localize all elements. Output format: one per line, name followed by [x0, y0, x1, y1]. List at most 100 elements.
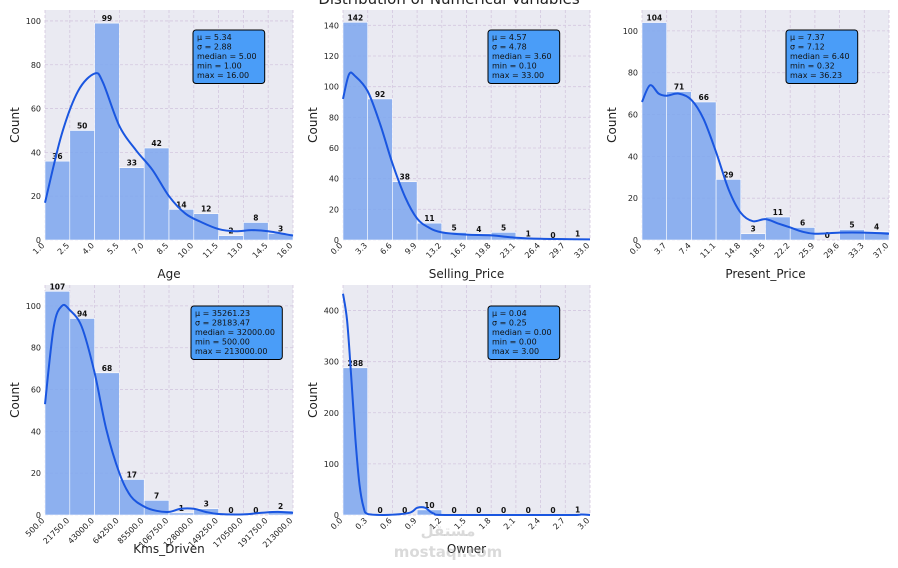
histogram-bar [863, 231, 890, 241]
y-tick-label: 100 [26, 17, 41, 26]
y-tick-label: 100 [324, 83, 339, 92]
stats-box [487, 305, 561, 360]
kde-curve [44, 72, 294, 237]
x-axis-label: Present_Price [725, 267, 805, 281]
histogram-bar [168, 512, 195, 516]
stats-line: max = 213000.00 [195, 347, 267, 356]
x-tick-label: 2.4 [527, 516, 542, 531]
y-tick-label: 80 [329, 113, 339, 122]
x-tick-label: 7.4 [677, 241, 692, 256]
bar-count-label: 42 [151, 139, 161, 148]
x-tick-label: 16.0 [275, 241, 294, 260]
bar-count-label: 0 [452, 506, 457, 515]
bar-count-label: 5 [849, 221, 854, 230]
bar-count-label: 11 [773, 208, 783, 217]
stats-line: min = 0.32 [790, 62, 835, 71]
chart-kms-driven: 500.021750.043000.064250.085500.0106750.… [8, 282, 294, 556]
histogram-bar [392, 181, 418, 241]
bar-count-label: 0 [402, 506, 407, 515]
stats-line: median = 3.60 [492, 52, 552, 61]
stats-line: max = 16.00 [197, 71, 249, 80]
x-tick-label: 9.9 [403, 241, 418, 256]
y-tick-label: 40 [31, 148, 41, 157]
x-axis-label: Kms_Driven [133, 542, 204, 556]
bar-count-label: 288 [348, 359, 364, 368]
histogram-bar [44, 290, 71, 516]
bar-count-label: 0 [228, 506, 233, 515]
x-tick-label: 8.5 [155, 241, 170, 256]
x-tick-label: 2.1 [502, 516, 517, 531]
stats-line: σ = 7.12 [790, 43, 825, 52]
chart-age: 1.0 2.5 4.0 5.5 7.0 8.5 10.0 11.5 13.0 14.5 16.002… [8, 10, 294, 281]
chart-present-price: 0.0 3.7 7.4 11.1 14.8 18.5 22.2 25.9 29.6 33.3 37.… [605, 10, 890, 281]
stats-line: σ = 4.78 [492, 43, 527, 52]
y-tick-label: 80 [31, 61, 41, 70]
bar-count-label: 17 [127, 470, 137, 479]
x-tick-label: 11.1 [699, 241, 718, 260]
x-tick-label: 0.6 [378, 516, 393, 531]
y-tick-label: 40 [628, 152, 638, 161]
histogram-bar [839, 229, 865, 241]
bar-count-label: 7 [154, 491, 159, 500]
y-tick-label: 100 [324, 460, 339, 469]
y-tick-label: 0 [36, 236, 41, 245]
y-tick-label: 0 [36, 511, 41, 520]
bar-count-label: 71 [674, 83, 684, 92]
y-tick-label: 0 [633, 236, 638, 245]
bar-count-label: 0 [501, 506, 506, 515]
stats-line: σ = 2.88 [197, 43, 232, 52]
x-tick-label: 0.3 [354, 516, 369, 531]
x-axis-label: Owner [447, 542, 486, 556]
x-tick-label: 18.5 [748, 241, 767, 260]
stats-line: μ = 35261.23 [195, 309, 250, 318]
stats-line: max = 3.00 [492, 347, 539, 356]
histogram-bar [666, 91, 692, 241]
bar-count-label: 66 [699, 93, 709, 102]
stats-line: median = 5.00 [197, 52, 257, 61]
y-axis-label: Count [306, 107, 320, 143]
stats-line: median = 0.00 [492, 328, 552, 337]
bar-count-label: 11 [424, 214, 434, 223]
y-axis-label: Count [8, 107, 22, 143]
bar-count-label: 3 [278, 224, 283, 233]
histogram-bar [119, 167, 145, 241]
x-tick-label: 37.0 [871, 241, 890, 260]
x-tick-label: 33.0 [572, 241, 591, 260]
x-tick-label: 23.1 [498, 241, 517, 260]
x-axis-label: Selling_Price [429, 267, 505, 281]
stats-line: σ = 0.25 [492, 319, 527, 328]
bar-count-label: 36 [52, 152, 62, 161]
y-tick-label: 120 [324, 52, 339, 61]
bar-count-label: 92 [375, 90, 385, 99]
bar-count-label: 0 [253, 506, 258, 515]
bar-count-label: 33 [127, 159, 137, 168]
x-tick-label: 29.6 [822, 241, 841, 260]
histogram-bar [94, 22, 120, 241]
y-tick-label: 20 [31, 469, 41, 478]
bar-count-label: 4 [874, 223, 879, 232]
bar-count-label: 0 [377, 506, 382, 515]
x-tick-label: 2.7 [551, 516, 566, 531]
bar-count-label: 12 [201, 205, 211, 214]
stats-box [487, 29, 561, 84]
histogram-bar [342, 21, 369, 241]
y-tick-label: 80 [31, 344, 41, 353]
stats-line: σ = 28183.47 [195, 319, 250, 328]
y-tick-label: 100 [623, 27, 638, 36]
x-tick-label: 14.8 [723, 241, 742, 260]
stats-line: μ = 0.04 [492, 309, 527, 318]
x-tick-label: 29.7 [548, 241, 567, 260]
y-tick-label: 60 [31, 105, 41, 114]
bar-count-label: 14 [176, 200, 186, 209]
y-axis-label: Count [8, 382, 22, 418]
y-tick-label: 0 [334, 236, 339, 245]
x-tick-label: 7.0 [130, 241, 145, 256]
y-tick-label: 60 [329, 144, 339, 153]
histogram-bar [691, 101, 717, 241]
x-tick-label: 33.3 [847, 241, 866, 260]
histogram-bar [143, 147, 170, 241]
watermark-logo-text: مستقل [421, 522, 476, 540]
bar-count-label: 68 [102, 364, 112, 373]
stats-box [192, 29, 266, 84]
